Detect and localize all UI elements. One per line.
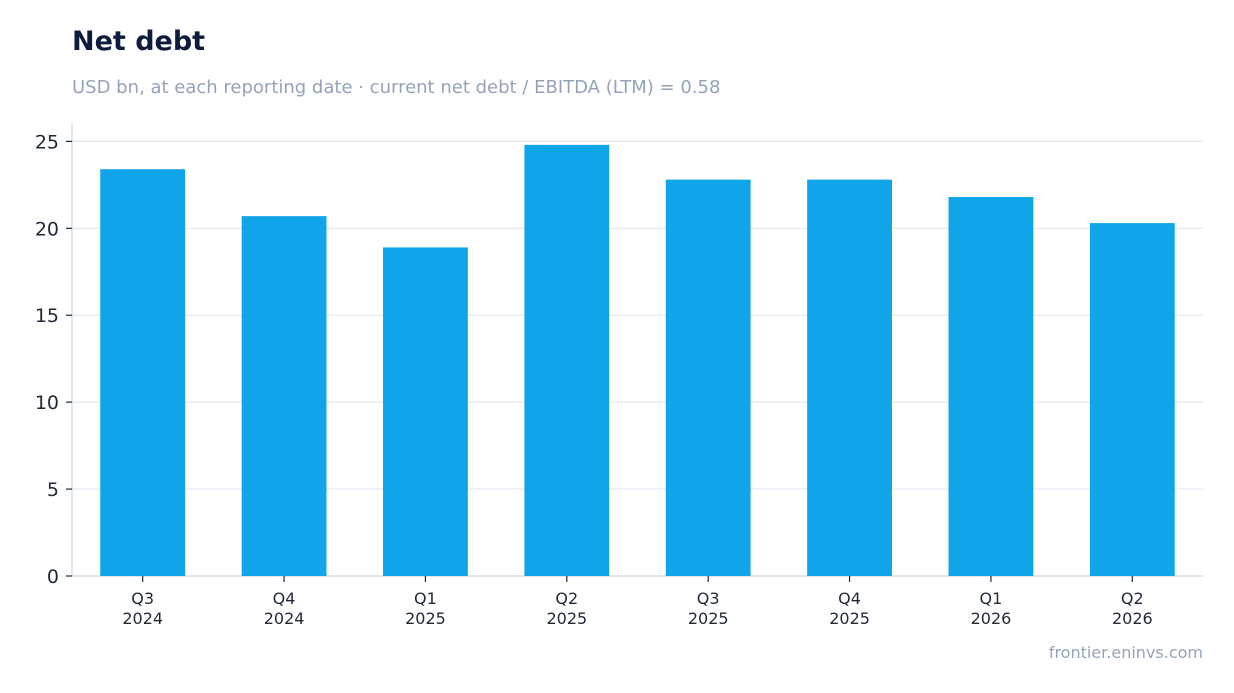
y-tick-label: 20 bbox=[35, 218, 59, 240]
x-tick-label: Q1 2026 bbox=[971, 589, 1012, 628]
chart-subtitle: USD bn, at each reporting date · current… bbox=[72, 77, 721, 98]
bar bbox=[807, 179, 892, 576]
bar bbox=[241, 216, 327, 576]
y-tick-label: 15 bbox=[35, 305, 59, 327]
bar bbox=[665, 179, 751, 576]
x-tick-label: Q2 2026 bbox=[1112, 589, 1153, 628]
x-tick-label: Q1 2025 bbox=[405, 589, 446, 628]
bar bbox=[1089, 223, 1175, 577]
x-tick-label: Q3 2025 bbox=[688, 589, 729, 628]
source-label: frontier.eninvs.com bbox=[1048, 643, 1203, 662]
y-tick-label: 25 bbox=[35, 131, 59, 153]
chart-title: Net debt bbox=[72, 26, 206, 57]
x-tick-label: Q3 2024 bbox=[122, 589, 163, 628]
x-tick-label: Q4 2025 bbox=[829, 589, 870, 628]
x-tick-label: Q4 2024 bbox=[264, 589, 305, 628]
bar bbox=[948, 197, 1034, 576]
bar bbox=[383, 247, 468, 576]
bar bbox=[100, 169, 186, 576]
bar bbox=[524, 144, 610, 576]
y-tick-label: 5 bbox=[47, 479, 59, 501]
x-tick-label: Q2 2025 bbox=[546, 589, 587, 628]
y-tick-label: 10 bbox=[35, 392, 59, 414]
y-tick-label: 0 bbox=[47, 566, 59, 588]
